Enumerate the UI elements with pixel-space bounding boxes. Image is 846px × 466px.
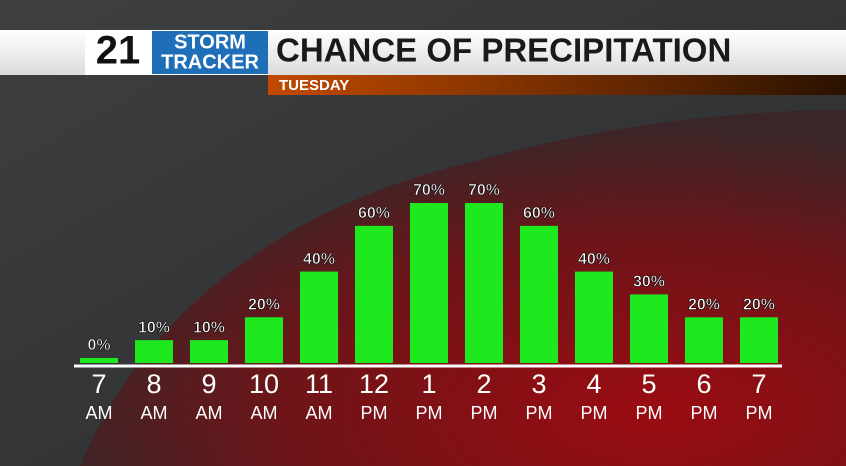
bar xyxy=(300,271,338,363)
x-tick-sublabel: PM xyxy=(526,403,553,423)
value-label: 60% xyxy=(523,205,555,222)
value-label: 10% xyxy=(138,319,170,336)
value-label: 30% xyxy=(633,274,665,291)
x-tick-label: 7 xyxy=(751,369,766,399)
value-label: 40% xyxy=(303,251,335,268)
bar xyxy=(80,358,118,363)
x-tick-label: 3 xyxy=(531,369,546,399)
x-tick-sublabel: AM xyxy=(196,403,223,423)
value-label: 10% xyxy=(193,319,225,336)
x-tick-label: 8 xyxy=(146,369,161,399)
chart-title: CHANCE OF PRECIPITATION xyxy=(276,32,731,69)
x-tick-sublabel: PM xyxy=(471,403,498,423)
value-label: 20% xyxy=(743,297,775,314)
subtitle-strip xyxy=(268,75,846,95)
bar xyxy=(355,225,393,363)
x-tick-sublabel: PM xyxy=(691,403,718,423)
bar xyxy=(685,317,723,363)
x-tick-label: 5 xyxy=(641,369,656,399)
x-tick-label: 11 xyxy=(305,369,333,399)
value-label: 20% xyxy=(688,297,720,314)
chart-subtitle: TUESDAY xyxy=(279,77,349,94)
x-tick-label: 9 xyxy=(201,369,216,399)
value-label: 0% xyxy=(87,337,110,354)
bar xyxy=(575,271,613,363)
value-label: 40% xyxy=(578,251,610,268)
bar xyxy=(245,317,283,363)
x-tick-label: 10 xyxy=(249,369,279,399)
umbrella xyxy=(80,110,846,466)
bar xyxy=(520,225,558,363)
logo-line: TRACKER xyxy=(161,51,259,73)
x-tick-sublabel: PM xyxy=(581,403,608,423)
x-tick-sublabel: AM xyxy=(141,403,168,423)
value-label: 70% xyxy=(468,182,500,199)
x-tick-label: 12 xyxy=(359,369,389,399)
x-tick-sublabel: PM xyxy=(361,403,388,423)
x-tick-sublabel: PM xyxy=(636,403,663,423)
x-tick-sublabel: AM xyxy=(86,403,113,423)
logo-panel xyxy=(152,31,268,74)
bar xyxy=(740,317,778,363)
bar xyxy=(465,203,503,363)
value-label: 20% xyxy=(248,297,280,314)
value-label: 60% xyxy=(358,205,390,222)
x-tick-label: 4 xyxy=(586,369,601,399)
x-tick-sublabel: PM xyxy=(746,403,773,423)
bar xyxy=(190,340,228,363)
x-tick-label: 6 xyxy=(696,369,711,399)
logo-line: STORM xyxy=(174,31,246,53)
bar xyxy=(135,340,173,363)
value-label: 70% xyxy=(413,182,445,199)
bar xyxy=(410,203,448,363)
x-tick-sublabel: AM xyxy=(306,403,333,423)
x-tick-sublabel: PM xyxy=(416,403,443,423)
x-tick-label: 7 xyxy=(91,369,106,399)
x-tick-label: 2 xyxy=(476,369,491,399)
x-tick-sublabel: AM xyxy=(251,403,278,423)
x-tick-label: 1 xyxy=(421,369,436,399)
bar xyxy=(630,294,668,363)
logo-number: 21 xyxy=(96,29,141,73)
